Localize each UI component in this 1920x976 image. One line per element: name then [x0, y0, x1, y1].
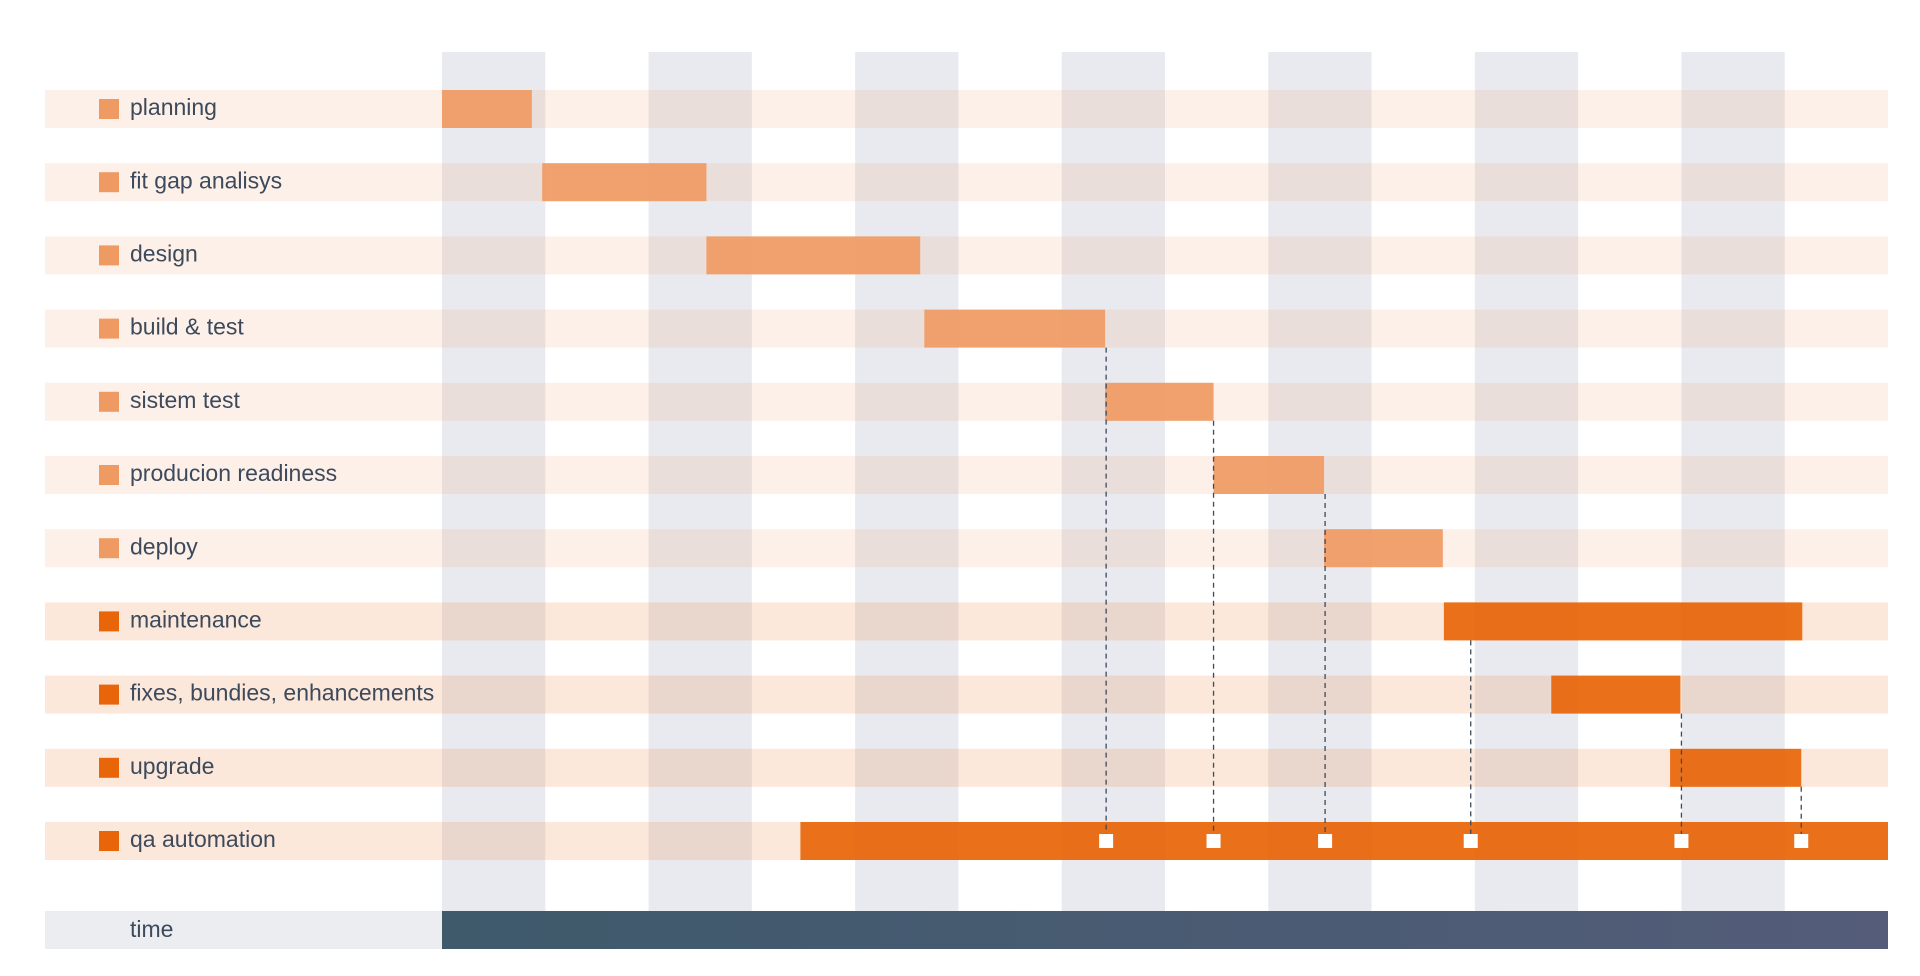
row-bg — [45, 456, 1888, 494]
task-label: fixes, bundies, enhancements — [130, 680, 434, 706]
time-bar — [442, 911, 1888, 949]
legend-swatch — [99, 465, 119, 485]
task-bar — [706, 236, 921, 275]
task-bar — [1105, 382, 1214, 421]
row-bg — [45, 748, 1888, 787]
task-label: planning — [130, 94, 217, 120]
task-label: design — [130, 240, 198, 266]
milestone — [1674, 834, 1689, 848]
milestone — [1099, 834, 1114, 848]
milestone — [1206, 834, 1221, 848]
task-bar — [1670, 748, 1802, 787]
legend-swatch — [99, 684, 119, 705]
column-band — [855, 52, 959, 949]
task-label: build & test — [130, 314, 244, 340]
task-label: qa automation — [130, 826, 276, 852]
task-bar — [924, 309, 1106, 348]
row-bg — [45, 163, 1888, 202]
legend-swatch — [99, 757, 119, 778]
legend-swatch — [99, 611, 119, 632]
column-band — [1474, 52, 1579, 949]
legend-swatch — [99, 831, 119, 851]
task-bar — [1551, 675, 1681, 714]
row-bg — [45, 90, 1888, 128]
task-bar — [1443, 602, 1803, 641]
task-label: upgrade — [130, 753, 214, 779]
column-band — [442, 52, 546, 949]
milestone — [1463, 834, 1478, 848]
row-bg — [45, 529, 1888, 568]
row-bg — [45, 236, 1888, 275]
task-bar — [1324, 529, 1443, 568]
task-bar — [442, 90, 532, 128]
time-label-bg — [45, 911, 442, 949]
task-label: deploy — [130, 533, 198, 559]
task-label: producion readiness — [130, 460, 337, 486]
row-bg — [45, 382, 1888, 421]
milestone — [1794, 834, 1809, 848]
column-band — [1061, 52, 1165, 949]
legend-swatch — [99, 391, 119, 412]
time-label: time — [130, 916, 173, 942]
legend-swatch — [99, 538, 119, 559]
column-bands — [442, 52, 1785, 949]
column-band — [1268, 52, 1372, 949]
task-label: fit gap analisys — [130, 167, 282, 193]
legend-swatch — [99, 99, 119, 119]
task-bar — [800, 822, 1889, 860]
column-band — [648, 52, 752, 949]
legend-swatch — [99, 245, 119, 266]
column-band — [1681, 52, 1785, 949]
task-label: sistem test — [130, 387, 241, 413]
rows: planning fit gap analisys design build & te… — [45, 90, 1889, 860]
task-bar — [542, 163, 707, 202]
task-bar — [1213, 456, 1325, 494]
task-label: maintenance — [130, 606, 262, 632]
legend-swatch — [99, 318, 119, 339]
milestone — [1318, 834, 1333, 848]
legend-swatch — [99, 172, 119, 193]
